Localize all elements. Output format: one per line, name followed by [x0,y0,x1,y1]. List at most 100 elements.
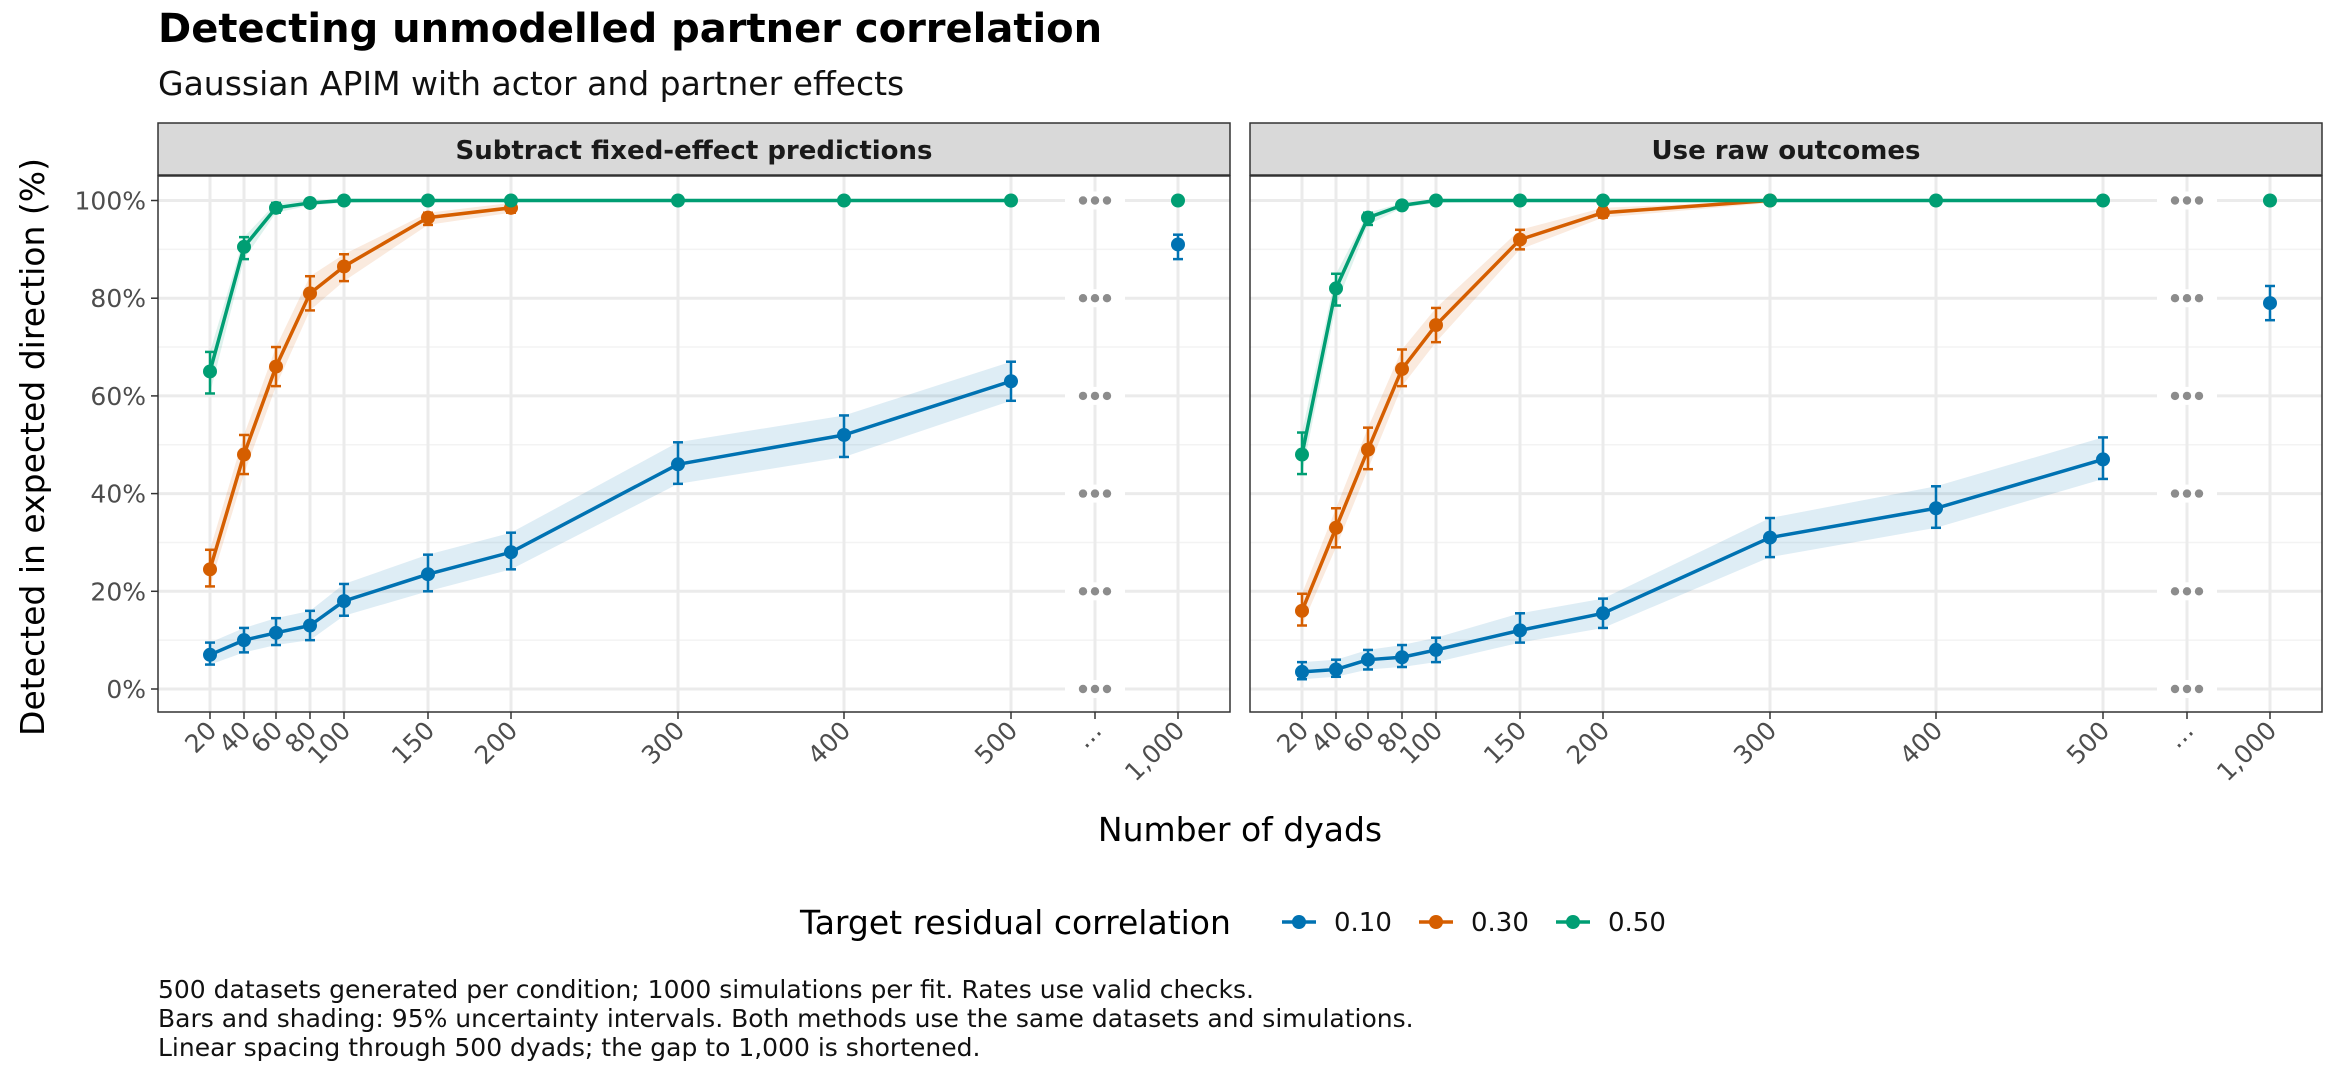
gap-marker-dot [2170,391,2180,401]
legend-key-point [1429,915,1443,929]
legend-entry-0_50: 0.50 [1556,908,1666,938]
gap-marker-dot [1078,684,1088,694]
data-point [1171,237,1185,252]
y-tick-label: 60% [90,382,146,411]
x-tick-label: 300 [636,716,690,770]
legend-entry-0_30: 0.30 [1419,908,1529,938]
caption-line-3: Linear spacing through 500 dyads; the ga… [158,1033,981,1062]
gap-marker-dot [1090,587,1100,596]
gap-marker-dot [1078,587,1088,596]
x-tick-label: 200 [1561,716,1615,770]
legend-key-point [1292,915,1306,929]
gap-marker-dot [1102,294,1112,303]
data-point [1361,442,1375,457]
data-point [421,210,435,225]
data-point [303,618,317,633]
uncertainty-band [210,202,511,587]
x-tick-label: 100 [302,716,356,770]
gap-marker-dot [2170,489,2180,498]
data-point [1596,606,1610,621]
gap-marker-dot [2182,587,2192,596]
gap-marker-dot [2182,391,2192,401]
x-tick-label: 500 [2061,716,2115,770]
data-point [203,364,217,379]
data-point [1763,193,1777,208]
x-tick-label: 500 [969,716,1023,770]
data-point [421,567,435,582]
x-tick-label: 400 [1894,716,1948,770]
series-line [1300,198,2103,455]
x-tick-label: 150 [386,716,440,770]
data-point [837,427,851,442]
data-point [1361,210,1375,225]
series-0_50 [203,193,1185,395]
data-point [237,447,251,462]
data-point [2263,193,2277,208]
gap-marker-dot [1090,684,1100,694]
data-point [1329,662,1343,677]
caption-line-2: Bars and shading: 95% uncertainty interv… [158,1004,1414,1033]
data-point [1295,664,1309,679]
gap-marker-dot [2194,391,2204,401]
gap-marker-dot [2182,294,2192,303]
data-point [671,457,685,472]
series-0_10 [203,233,1185,666]
gap-marker-dot [2182,684,2192,694]
data-point [1596,205,1610,220]
data-point [237,633,251,648]
legend-label: 0.50 [1608,908,1666,938]
gap-marker-dot [2194,294,2204,303]
data-point [1395,650,1409,665]
gap-marker-dot [1102,196,1112,205]
data-point [203,647,217,662]
data-point [421,193,435,208]
data-point [2096,193,2110,208]
gap-marker-dot [1090,196,1100,205]
data-point [303,195,317,210]
legend-label: 0.10 [1334,908,1392,938]
x-tick-label: … [1069,716,1107,754]
data-point [837,193,851,208]
data-point [1329,520,1343,535]
x-tick-label: 1,000 [2211,716,2282,787]
legend-label: 0.30 [1471,908,1529,938]
gap-marker-dot [2194,684,2204,694]
y-tick-label: 100% [75,187,146,216]
data-point [1596,193,1610,208]
data-point [1395,198,1409,213]
chart-subtitle: Gaussian APIM with actor and partner eff… [158,64,905,103]
y-tick-label: 0% [106,675,146,704]
gap-marker-dot [1078,294,1088,303]
data-point [303,286,317,301]
legend-title: Target residual correlation [799,903,1231,942]
data-point [1295,603,1309,618]
y-tick-label: 80% [90,284,146,313]
x-tick-label: 400 [802,716,856,770]
legend: Target residual correlation 0.10 0.30 0.50 [799,903,1666,942]
uncertainty-band [210,361,1011,665]
gap-marker-dot [1102,489,1112,498]
data-point [337,259,351,274]
y-tick-label: 20% [90,577,146,606]
data-point [1004,193,1018,208]
chart-title: Detecting unmodelled partner correlation [158,6,1103,52]
data-point [504,545,518,560]
series-line [208,198,1011,372]
series-line [209,379,1012,657]
caption-line-1: 500 datasets generated per condition; 10… [158,975,1254,1004]
data-point [1763,530,1777,545]
panel-strip [157,122,1231,176]
gap-marker-dot [2170,684,2180,694]
gap-marker-dot [1102,391,1112,401]
series-line [1300,198,1771,612]
data-point [2096,452,2110,467]
data-point [671,193,685,208]
data-point [269,200,283,215]
gap-marker-dot [1078,196,1088,205]
x-tick-label: 1,000 [1119,716,1190,787]
data-point [237,239,251,254]
data-point [1004,374,1018,389]
data-point [2263,296,2277,311]
y-tick-label: 40% [90,480,146,509]
